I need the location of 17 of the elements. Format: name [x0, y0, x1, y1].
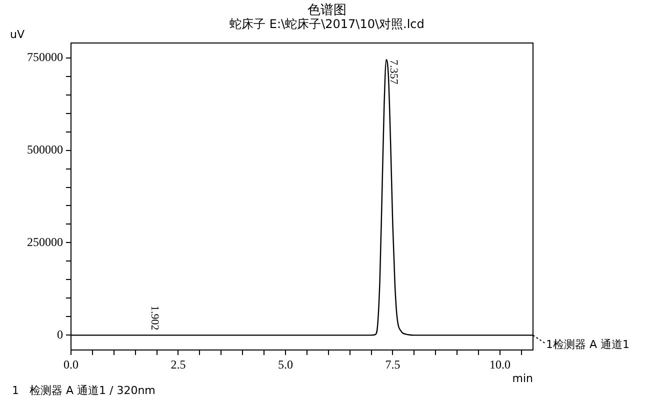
x-tick-label: 2.5: [170, 357, 186, 372]
legend-label: 1检测器 A 通道1: [546, 338, 630, 352]
x-axis-title: min: [512, 372, 534, 385]
chart-subtitle: 蛇床子 E:\蛇床子\2017\10\对照.lcd: [230, 17, 424, 31]
y-tick-label: 250000: [27, 234, 63, 249]
x-tick-label: 10.0: [489, 357, 510, 372]
y-tick-label: 500000: [27, 142, 63, 156]
annotation: 7.357: [388, 60, 400, 85]
y-axis-title: uV: [10, 28, 25, 41]
y-tick-label: 0: [57, 327, 63, 342]
x-tick-label: 5.0: [278, 357, 293, 372]
annotation: 1.902: [148, 305, 161, 330]
y-tick-label: 750000: [27, 50, 63, 64]
text: 1 检测器 A 通道1 / 320nm: [12, 384, 156, 397]
chart-title: 色谱图: [308, 3, 346, 18]
x-tick-label: 0.0: [64, 357, 78, 372]
x-tick-label: 7.5: [385, 357, 400, 372]
